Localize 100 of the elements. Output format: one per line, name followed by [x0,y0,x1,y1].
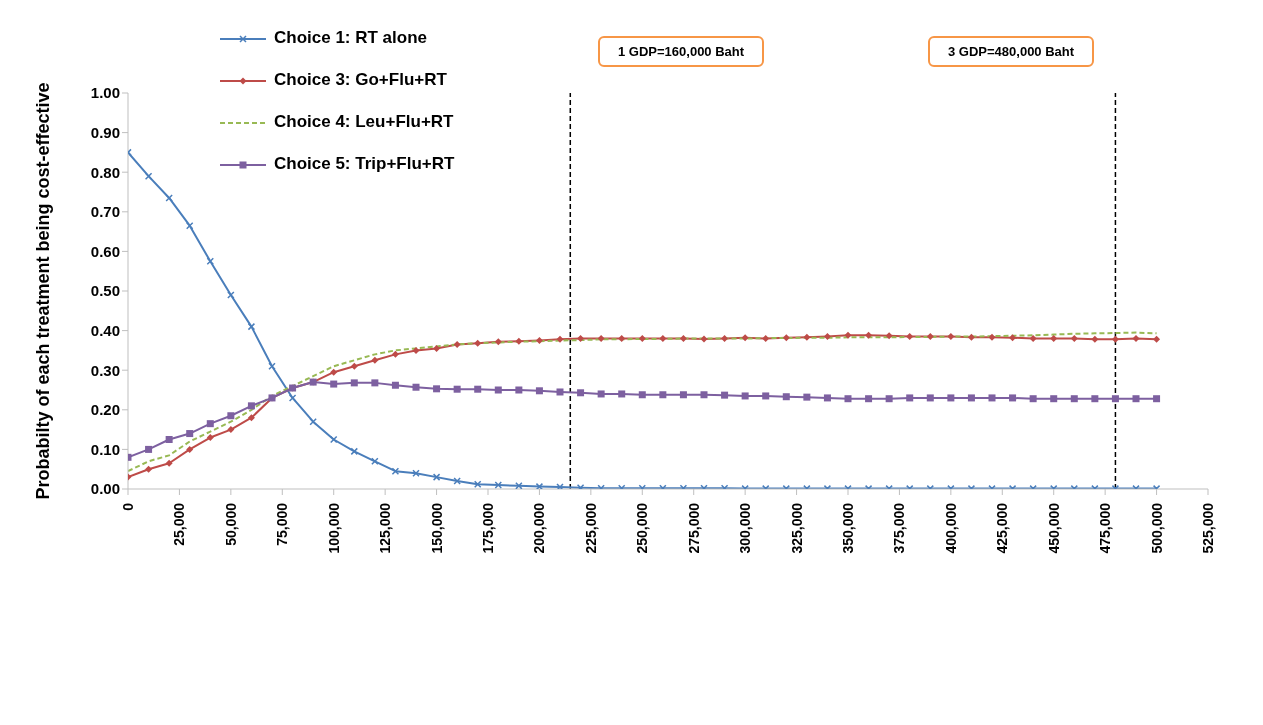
point [391,350,399,358]
point [371,356,379,364]
point [165,459,173,467]
point [1153,395,1161,403]
point [145,465,153,473]
point [618,335,626,343]
point [330,380,338,388]
point [967,333,975,341]
y-tick-label: 0.80 [90,163,120,181]
point [988,333,996,341]
point [597,335,605,343]
point [350,362,358,370]
point [1132,395,1140,403]
point [823,333,831,341]
point [1070,395,1078,403]
x-tick-label: 50,000 [222,502,239,546]
point [556,483,564,489]
point [185,221,194,230]
point [885,332,893,340]
y-tick-label: 0.30 [90,361,120,379]
point [494,338,502,346]
point [906,333,914,341]
point [700,391,708,399]
point [721,335,729,343]
point [638,335,646,343]
point [967,394,975,402]
x-tick-label: 500,000 [1148,502,1165,554]
point [803,333,811,341]
x-tick-label: 300,000 [737,502,754,554]
legend-label: Choice 3: Go+Flu+RT [273,70,448,90]
point [1050,335,1058,343]
y-tick-label: 0.50 [90,282,120,300]
point [206,434,214,442]
point [803,393,811,401]
x-tick-label: 375,000 [891,502,908,554]
point [206,257,215,266]
x-tick-label: 100,000 [325,502,342,554]
legend-label: Choice 1: RT alone [273,28,429,48]
point [227,412,235,420]
point [700,335,708,343]
point [1070,335,1078,343]
point [1153,335,1161,343]
point [556,388,564,396]
x-tick-label: 475,000 [1097,502,1114,554]
x-tick-label: 200,000 [531,502,548,554]
point [247,402,255,410]
legend-label: Choice 5: Trip+Flu+RT [273,154,455,174]
point [515,482,523,489]
point [679,335,687,343]
point [556,335,564,343]
point [350,379,358,387]
point [371,379,379,387]
x-tick-label: 250,000 [634,502,651,554]
point [515,386,523,394]
point [782,393,790,401]
x-tick-label: 525,000 [1200,502,1216,554]
point [577,389,585,397]
point [330,368,338,376]
point [145,445,153,453]
point [885,395,893,403]
point [1009,334,1017,342]
x-tick-label: 275,000 [685,502,702,554]
text: 1 GDP=160,000 Baht [598,36,765,67]
point [1132,335,1140,343]
point [823,394,831,402]
point [227,426,235,434]
point [865,331,873,339]
x-tick-label: 25,000 [171,502,188,546]
point [453,340,461,348]
point [535,482,544,489]
point [1050,395,1058,403]
point [474,385,482,393]
point [679,391,687,399]
point [494,386,502,394]
point [165,436,173,443]
point [597,390,605,398]
point [412,346,420,354]
point [1111,335,1119,343]
point [926,394,934,402]
y-tick-label: 0.20 [90,401,120,419]
point [453,385,461,393]
point [391,381,399,389]
point [741,334,749,342]
x-tick-label: 400,000 [942,502,959,554]
point [206,420,214,428]
point [906,394,914,402]
y-axis-title: Probabilty of each treatment being cost-effective [33,82,54,500]
x-tick-label: 75,000 [274,502,291,546]
point [186,430,194,438]
point [638,391,646,399]
point [1111,395,1119,403]
point [782,334,790,342]
point [473,480,482,488]
point [247,414,255,422]
x-tick-label: 425,000 [994,502,1011,554]
point [926,333,934,341]
y-tick-label: 0.40 [90,321,120,339]
point [844,331,852,339]
y-tick-label: 0.60 [90,242,120,260]
x-tick-label: 225,000 [582,502,599,554]
